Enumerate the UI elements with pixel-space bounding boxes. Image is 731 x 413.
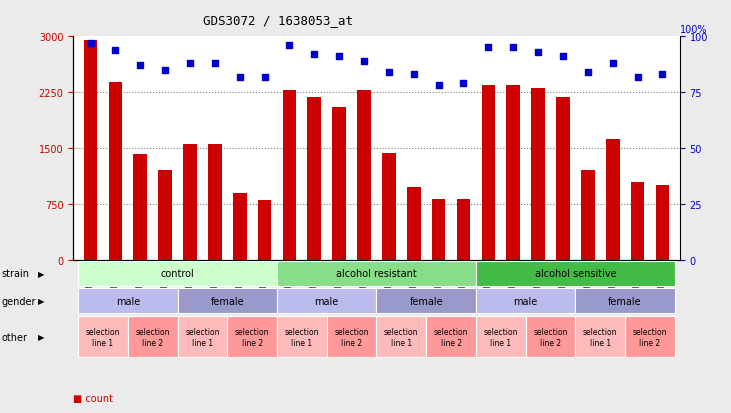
- Bar: [183, 144, 197, 260]
- Point: [433, 83, 444, 90]
- Bar: [78, 261, 277, 286]
- Bar: [631, 182, 645, 260]
- Bar: [178, 316, 227, 358]
- Point: [209, 61, 221, 67]
- Bar: [575, 289, 675, 313]
- Bar: [233, 193, 246, 260]
- Text: selection
line 2: selection line 2: [334, 328, 369, 347]
- Point: [259, 74, 270, 81]
- Bar: [283, 91, 296, 260]
- Point: [656, 72, 668, 78]
- Bar: [482, 85, 495, 260]
- Bar: [531, 89, 545, 260]
- Text: selection
line 1: selection line 1: [583, 328, 618, 347]
- Text: selection
line 2: selection line 2: [433, 328, 469, 347]
- Point: [383, 69, 395, 76]
- Bar: [382, 154, 395, 260]
- Bar: [258, 201, 271, 260]
- Text: alcohol sensitive: alcohol sensitive: [534, 269, 616, 279]
- Bar: [507, 85, 520, 260]
- Point: [110, 47, 121, 54]
- Bar: [78, 316, 128, 358]
- Bar: [208, 144, 221, 260]
- Text: GDS3072 / 1638053_at: GDS3072 / 1638053_at: [202, 14, 353, 27]
- Bar: [625, 316, 675, 358]
- Bar: [159, 171, 172, 260]
- Text: control: control: [161, 269, 194, 279]
- Point: [358, 58, 370, 65]
- Point: [507, 45, 519, 52]
- Text: male: male: [115, 296, 140, 306]
- Bar: [108, 83, 122, 260]
- Bar: [178, 289, 277, 313]
- Bar: [407, 188, 420, 260]
- Text: male: male: [314, 296, 339, 306]
- Text: selection
line 1: selection line 1: [384, 328, 419, 347]
- Point: [308, 52, 320, 58]
- Text: ▶: ▶: [38, 297, 45, 306]
- Bar: [308, 98, 321, 260]
- Text: female: female: [608, 296, 642, 306]
- Bar: [128, 316, 178, 358]
- Text: selection
line 1: selection line 1: [483, 328, 518, 347]
- Text: 100%: 100%: [680, 25, 708, 35]
- Point: [557, 54, 569, 61]
- Text: selection
line 1: selection line 1: [86, 328, 120, 347]
- Bar: [606, 140, 620, 260]
- Point: [607, 61, 618, 67]
- Point: [582, 69, 594, 76]
- Text: male: male: [514, 296, 538, 306]
- Bar: [357, 91, 371, 260]
- Point: [482, 45, 494, 52]
- Bar: [78, 289, 178, 313]
- Bar: [526, 316, 575, 358]
- Point: [234, 74, 246, 81]
- Text: ▶: ▶: [38, 269, 45, 278]
- Bar: [277, 261, 476, 286]
- Bar: [556, 98, 569, 260]
- Point: [408, 72, 420, 78]
- Point: [85, 40, 96, 47]
- Bar: [581, 171, 594, 260]
- Text: gender: gender: [1, 296, 36, 306]
- Bar: [133, 154, 147, 260]
- Text: alcohol resistant: alcohol resistant: [336, 269, 417, 279]
- Bar: [457, 199, 470, 260]
- Text: selection
line 2: selection line 2: [534, 328, 568, 347]
- Bar: [426, 316, 476, 358]
- Bar: [327, 316, 376, 358]
- Point: [458, 81, 469, 87]
- Text: selection
line 2: selection line 2: [135, 328, 170, 347]
- Bar: [476, 261, 675, 286]
- Point: [159, 67, 171, 74]
- Text: other: other: [1, 332, 28, 342]
- Bar: [227, 316, 277, 358]
- Text: strain: strain: [1, 269, 29, 279]
- Bar: [656, 186, 670, 260]
- Text: female: female: [211, 296, 244, 306]
- Text: selection
line 2: selection line 2: [235, 328, 270, 347]
- Point: [284, 43, 295, 50]
- Bar: [83, 41, 97, 260]
- Text: selection
line 2: selection line 2: [633, 328, 667, 347]
- Point: [333, 54, 345, 61]
- Bar: [575, 316, 625, 358]
- Bar: [333, 108, 346, 260]
- Text: ■ count: ■ count: [73, 393, 113, 403]
- Text: selection
line 1: selection line 1: [185, 328, 219, 347]
- Bar: [376, 289, 476, 313]
- Bar: [476, 289, 575, 313]
- Point: [532, 50, 544, 56]
- Bar: [277, 316, 327, 358]
- Point: [632, 74, 643, 81]
- Text: ▶: ▶: [38, 332, 45, 342]
- Point: [135, 63, 146, 69]
- Bar: [376, 316, 426, 358]
- Text: female: female: [409, 296, 443, 306]
- Bar: [476, 316, 526, 358]
- Bar: [277, 289, 376, 313]
- Text: selection
line 1: selection line 1: [284, 328, 319, 347]
- Bar: [432, 199, 445, 260]
- Point: [184, 61, 196, 67]
